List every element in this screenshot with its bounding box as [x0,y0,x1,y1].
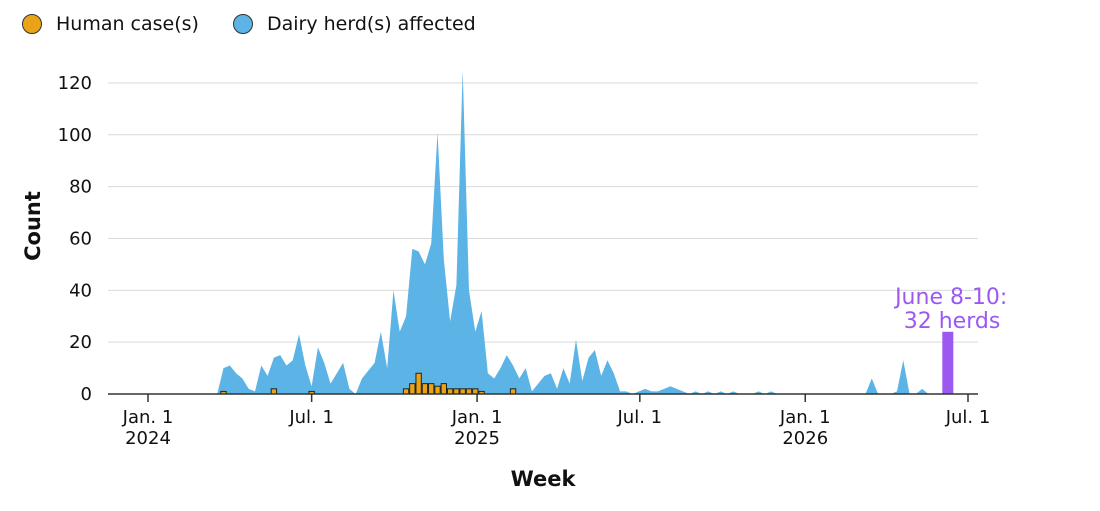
legend-swatch-human-cases [22,14,42,34]
highlight-label-line2: 32 herds [904,309,1001,334]
bar-human-cases [415,372,422,395]
y-tick-label: 20 [69,332,92,353]
legend-item-human-cases: Human case(s) [22,13,199,35]
y-tick-label: 40 [69,280,92,301]
bar-human-cases [409,383,416,395]
x-tick-sublabel: 2026 [782,428,828,449]
x-tick-label: Jan. 1 [451,407,503,428]
y-tick-label: 120 [58,73,92,94]
bar-human-cases [446,388,454,395]
x-tick-label: Jan. 1 [779,407,831,428]
x-tick-label: Jan. 1 [122,407,174,428]
bar-human-cases [472,388,479,395]
y-axis-title: Count [21,191,45,261]
x-tick-sublabel: 2025 [454,428,500,449]
y-tick-label: 0 [81,384,92,405]
bar-human-cases [270,388,278,395]
chart-legend: Human case(s) Dairy herd(s) affected [22,13,510,35]
y-tick-label: 60 [69,228,92,249]
x-tick-label: Jul. 1 [288,407,334,428]
legend-label-human-cases: Human case(s) [56,13,199,35]
bar-human-cases [434,385,441,395]
legend-label-dairy-herds: Dairy herd(s) affected [266,13,476,35]
bar-human-cases [428,383,435,395]
series-area-dairy-herds [148,70,968,394]
bar-human-cases [453,388,460,395]
x-tick-sublabel: 2024 [125,428,171,449]
highlight-bar [942,331,954,394]
y-tick-label: 100 [58,125,92,146]
legend-swatch-dairy-herds [232,14,253,34]
x-tick-label: Jul. 1 [617,407,663,428]
y-tick-label: 80 [69,177,92,198]
bar-human-cases [440,383,447,395]
legend-item-dairy-herds: Dairy herd(s) affected [232,13,476,35]
bar-human-cases [459,388,466,395]
bar-human-cases [465,388,473,395]
x-axis-title: Week [511,467,577,491]
bar-human-cases [402,388,410,395]
x-tick-label: Jul. 1 [945,407,991,428]
bar-human-cases [421,383,429,395]
highlight-label-line1: June 8-10: [893,285,1007,310]
bar-human-cases [509,388,517,395]
